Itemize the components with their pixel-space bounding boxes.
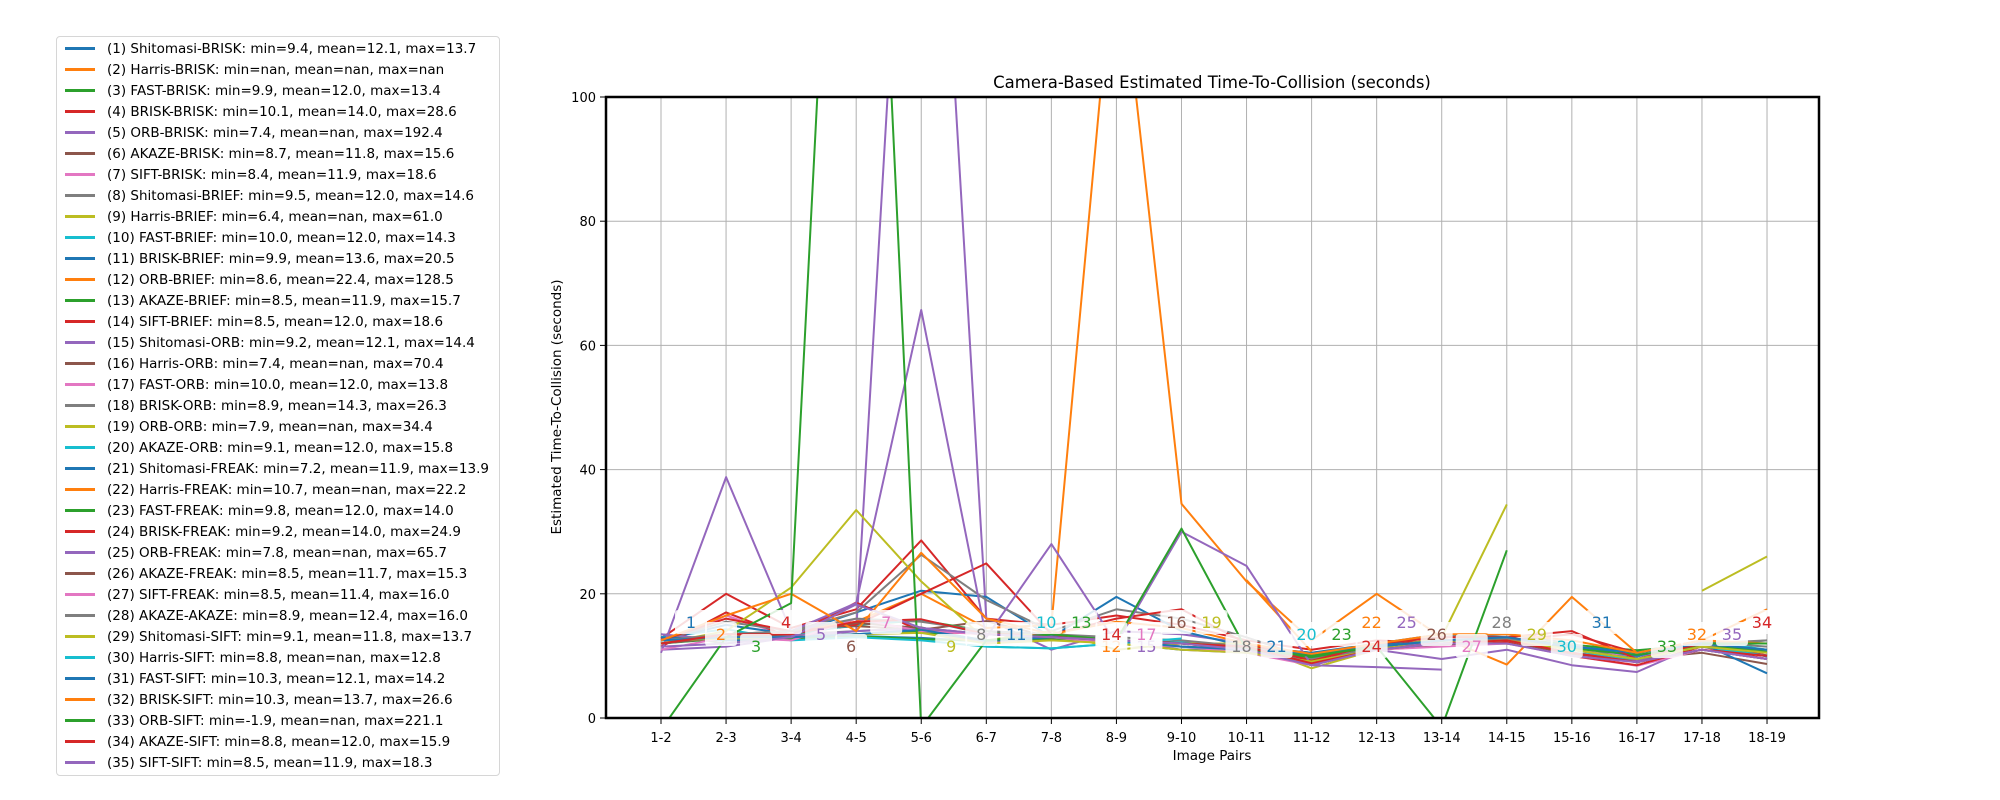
series-number-label-29: 29	[1521, 622, 1553, 646]
series-number-label-25: 25	[1391, 610, 1423, 634]
series-number-text: 21	[1266, 637, 1286, 656]
x-tick-label: 17-18	[1683, 731, 1721, 746]
series-number-text: 16	[1166, 613, 1186, 632]
series-number-text: 1	[686, 613, 696, 632]
y-tick-label: 60	[579, 339, 596, 354]
series-number-label-30: 30	[1551, 634, 1583, 658]
series-number-label-14: 14	[1095, 622, 1127, 646]
series-number-label-1: 1	[675, 610, 707, 634]
series-number-text: 34	[1752, 613, 1772, 632]
x-tick-label: 4-5	[846, 731, 867, 746]
y-tick-label: 40	[579, 464, 596, 479]
series-number-text: 18	[1231, 637, 1251, 656]
series-number-text: 23	[1331, 625, 1351, 644]
series-number-label-32: 32	[1681, 622, 1713, 646]
series-number-text: 3	[751, 637, 761, 656]
series-number-label-35: 35	[1716, 622, 1748, 646]
x-tick-label: 13-14	[1423, 731, 1461, 746]
series-number-text: 14	[1101, 625, 1121, 644]
series-number-text: 29	[1527, 625, 1547, 644]
series-number-text: 27	[1462, 637, 1482, 656]
series-number-label-11: 11	[1000, 622, 1032, 646]
x-tick-label: 2-3	[715, 731, 736, 746]
x-tick-label: 8-9	[1106, 731, 1127, 746]
series-number-label-27: 27	[1456, 634, 1488, 658]
series-number-label-6: 6	[835, 634, 867, 658]
y-tick-label: 100	[571, 91, 596, 106]
chart-title: Camera-Based Estimated Time-To-Collision…	[993, 73, 1431, 92]
series-number-text: 8	[976, 625, 986, 644]
series-number-label-5: 5	[805, 622, 837, 646]
x-tick-label: 11-12	[1293, 731, 1331, 746]
series-number-label-8: 8	[965, 622, 997, 646]
series-number-label-2: 2	[705, 622, 737, 646]
x-tick-label: 7-8	[1041, 731, 1062, 746]
series-number-label-16: 16	[1160, 610, 1192, 634]
series-number-text: 9	[946, 637, 956, 656]
series-number-label-3: 3	[740, 634, 772, 658]
series-number-text: 33	[1657, 637, 1677, 656]
y-tick-label: 20	[579, 588, 596, 603]
series-number-label-17: 17	[1130, 622, 1162, 646]
x-tick-label: 6-7	[976, 731, 997, 746]
y-tick-label: 80	[579, 215, 596, 230]
series-number-text: 6	[846, 637, 856, 656]
series-number-text: 35	[1722, 625, 1742, 644]
series-number-text: 24	[1361, 637, 1381, 656]
series-number-text: 19	[1201, 613, 1221, 632]
series-number-label-24: 24	[1356, 634, 1388, 658]
series-number-label-34: 34	[1746, 610, 1778, 634]
series-number-text: 13	[1071, 613, 1091, 632]
series-number-label-10: 10	[1030, 610, 1062, 634]
series-number-text: 10	[1036, 613, 1056, 632]
series-number-label-23: 23	[1326, 622, 1358, 646]
series-number-label-7: 7	[870, 610, 902, 634]
x-tick-label: 18-19	[1748, 731, 1786, 746]
series-number-text: 11	[1006, 625, 1026, 644]
series-number-label-20: 20	[1291, 622, 1323, 646]
series-number-label-22: 22	[1356, 610, 1388, 634]
series-number-text: 30	[1557, 637, 1577, 656]
series-number-text: 5	[816, 625, 826, 644]
x-tick-label: 1-2	[650, 731, 671, 746]
series-number-text: 20	[1296, 625, 1316, 644]
series-number-label-18: 18	[1225, 634, 1257, 658]
x-tick-label: 10-11	[1228, 731, 1266, 746]
series-number-label-21: 21	[1261, 634, 1293, 658]
series-number-label-28: 28	[1486, 610, 1518, 634]
series-number-label-31: 31	[1586, 610, 1618, 634]
series-number-label-19: 19	[1195, 610, 1227, 634]
series-number-text: 22	[1361, 613, 1381, 632]
series-number-label-13: 13	[1065, 610, 1097, 634]
series-number-label-4: 4	[770, 610, 802, 634]
series-number-label-33: 33	[1651, 634, 1683, 658]
series-number-text: 31	[1592, 613, 1612, 632]
x-tick-label: 9-10	[1167, 731, 1197, 746]
series-number-text: 2	[716, 625, 726, 644]
series-line-5	[661, 0, 1767, 672]
series-line-12	[661, 0, 1767, 665]
y-axis-label: Estimated Time-To-Collision (seconds)	[549, 279, 565, 534]
series-number-text: 32	[1687, 625, 1707, 644]
series-number-text: 26	[1426, 625, 1446, 644]
x-tick-label: 16-17	[1618, 731, 1656, 746]
series-number-label-26: 26	[1421, 622, 1453, 646]
series-number-label-9: 9	[935, 634, 967, 658]
x-axis-label: Image Pairs	[1173, 748, 1252, 764]
series-number-text: 17	[1136, 625, 1156, 644]
x-tick-label: 12-13	[1358, 731, 1396, 746]
series-number-text: 28	[1492, 613, 1512, 632]
series-number-text: 25	[1396, 613, 1416, 632]
x-tick-label: 3-4	[781, 731, 802, 746]
y-tick-label: 0	[588, 712, 596, 727]
x-tick-label: 15-16	[1553, 731, 1591, 746]
series-number-text: 4	[781, 613, 791, 632]
series-number-text: 7	[881, 613, 891, 632]
x-tick-label: 14-15	[1488, 731, 1526, 746]
x-tick-label: 5-6	[911, 731, 932, 746]
